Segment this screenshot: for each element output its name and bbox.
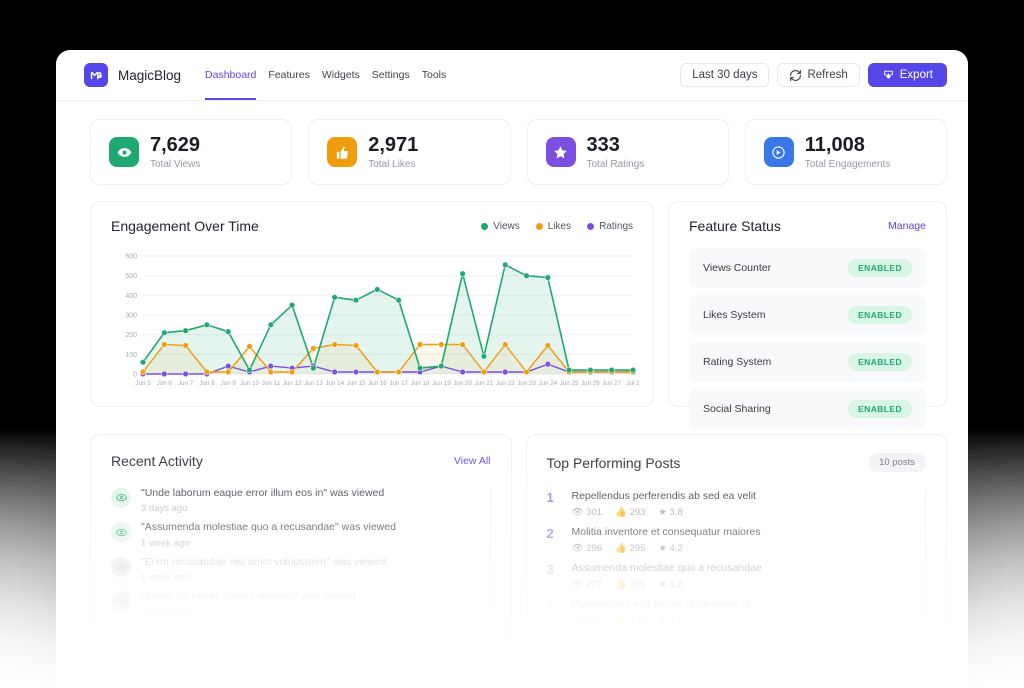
svg-text:Jun 20: Jun 20	[453, 380, 472, 387]
svg-text:Jun 16: Jun 16	[368, 380, 387, 387]
svg-text:Jun 6: Jun 6	[157, 380, 173, 387]
svg-text:Jun 17: Jun 17	[389, 380, 408, 387]
svg-text:Jul 1: Jul 1	[626, 380, 639, 387]
svg-text:Jun 21: Jun 21	[474, 380, 493, 387]
svg-text:500: 500	[125, 273, 137, 280]
svg-text:Jun 14: Jun 14	[325, 380, 344, 387]
svg-text:Jun 12: Jun 12	[283, 380, 302, 387]
svg-text:Jun 8: Jun 8	[199, 380, 215, 387]
svg-text:Jun 23: Jun 23	[517, 380, 536, 387]
svg-text:Jun 19: Jun 19	[432, 380, 451, 387]
svg-text:Jun 22: Jun 22	[496, 380, 515, 387]
svg-text:Jun 26: Jun 26	[581, 380, 600, 387]
svg-text:0: 0	[133, 372, 137, 379]
svg-text:Jun 5: Jun 5	[135, 380, 151, 387]
svg-text:Jun 18: Jun 18	[411, 380, 430, 387]
svg-text:Jun 13: Jun 13	[304, 380, 323, 387]
svg-text:100: 100	[125, 352, 137, 359]
svg-text:600: 600	[125, 254, 137, 261]
svg-text:Jun 11: Jun 11	[262, 380, 281, 387]
svg-text:Jun 10: Jun 10	[240, 380, 259, 387]
svg-text:Jun 24: Jun 24	[538, 380, 557, 387]
svg-text:Jun 25: Jun 25	[560, 380, 579, 387]
svg-text:Jun 27: Jun 27	[602, 380, 621, 387]
svg-text:Jun 9: Jun 9	[220, 380, 236, 387]
svg-text:200: 200	[125, 332, 137, 339]
svg-text:Jun 15: Jun 15	[347, 380, 366, 387]
svg-text:300: 300	[125, 313, 137, 320]
svg-text:400: 400	[125, 293, 137, 300]
svg-text:Jun 7: Jun 7	[178, 380, 194, 387]
